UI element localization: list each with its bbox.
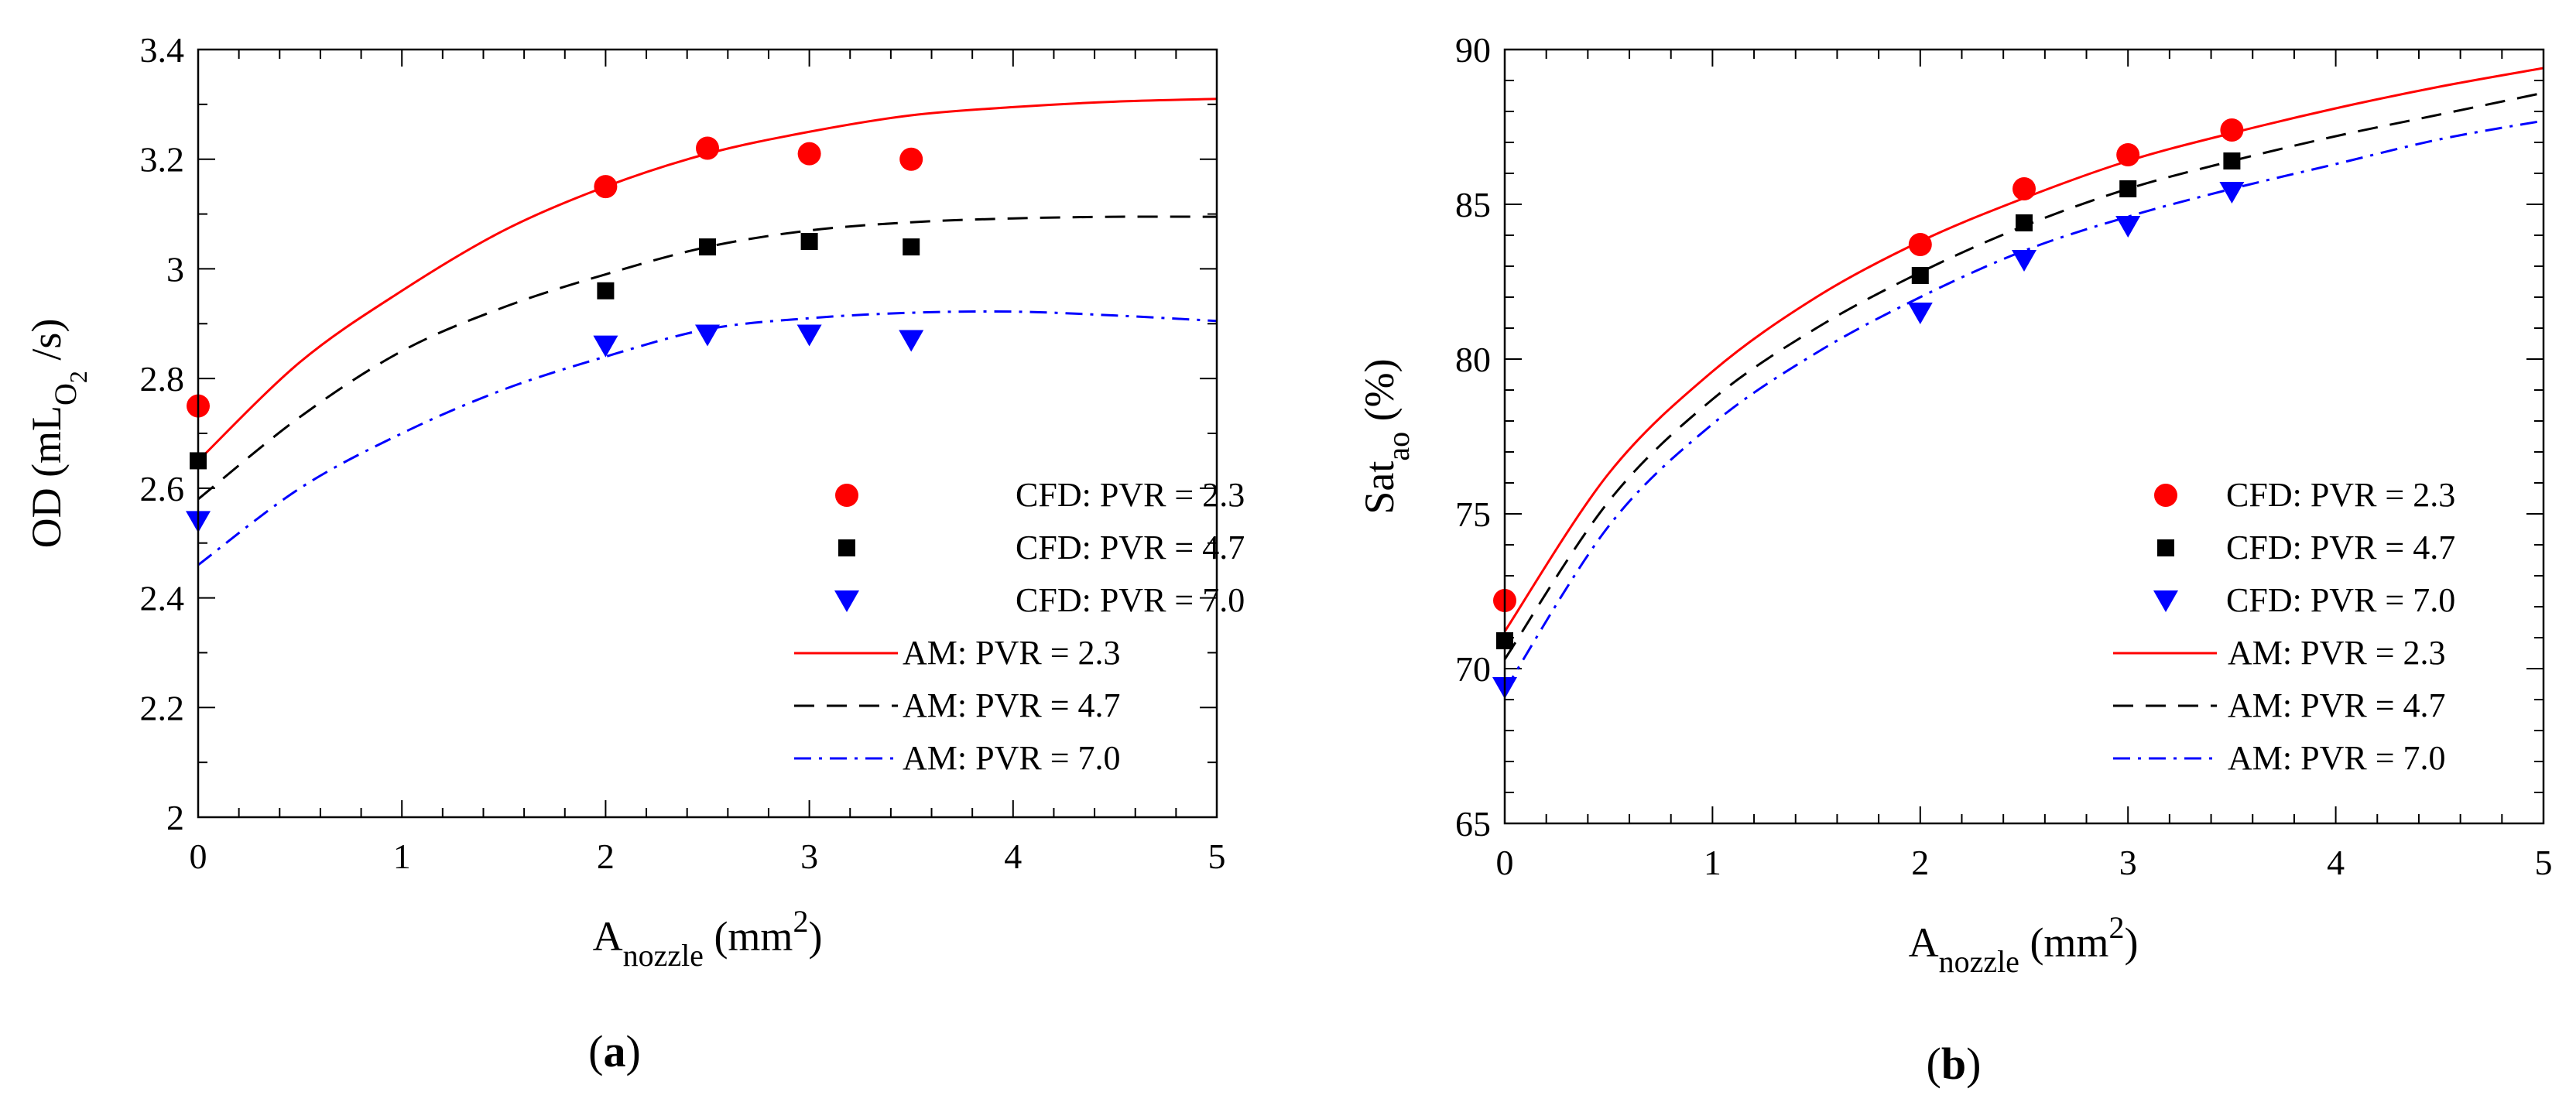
y-axis-label: Satao (%) — [1356, 358, 1416, 514]
y-tick-label: 90 — [1455, 30, 1491, 70]
y-tick-label: 75 — [1455, 495, 1491, 534]
curves — [1505, 67, 2543, 691]
data-point — [796, 324, 822, 347]
data-point — [594, 175, 618, 199]
data-point — [899, 330, 924, 352]
legend-label: CFD: PVR = 7.0 — [2226, 581, 2455, 619]
x-tick-label: 3 — [800, 837, 818, 876]
x-axis-label: Anozzle (mm2) — [593, 904, 823, 973]
legend-label: CFD: PVR = 2.3 — [2226, 476, 2455, 514]
y-tick-label: 3.4 — [140, 30, 185, 70]
panel-label: (a) — [588, 1026, 641, 1076]
legend-label: CFD: PVR = 2.3 — [1016, 476, 1245, 514]
legend-marker — [834, 590, 859, 612]
data-point — [2012, 250, 2036, 272]
plot-frame — [197, 48, 1218, 819]
data-point — [2012, 177, 2036, 200]
y-tick-label: 3.2 — [140, 140, 185, 180]
x-tick-label: 4 — [1004, 837, 1022, 876]
y-tick-label: 70 — [1455, 649, 1491, 689]
data-point — [2119, 180, 2137, 197]
data-point — [1911, 267, 1929, 284]
y-axis-label: OD (mLO2 /s) — [23, 319, 92, 549]
y-tick-label: 3 — [166, 249, 184, 289]
x-tick-label: 0 — [1496, 843, 1514, 882]
plot-frame — [1503, 48, 2545, 825]
data-point — [696, 136, 719, 160]
series-line — [198, 215, 1217, 501]
legend: CFD: PVR = 2.3 CFD: PVR = 4.7 CFD: PVR = 7… — [794, 476, 1245, 777]
legend-marker — [2157, 539, 2174, 556]
legend-label: CFD: PVR = 7.0 — [1016, 581, 1245, 619]
data-point — [2116, 143, 2140, 166]
data-point — [2223, 152, 2241, 169]
legend-marker — [838, 539, 855, 556]
panel-a: 0 1 2 3 4 5 2 2.2 2.4 2.6 2.8 3 3.2 3.4 CFD: PVR = 2.3… — [23, 30, 1245, 1076]
series-line — [1505, 67, 2543, 632]
series-line — [198, 310, 1217, 566]
data-point — [899, 147, 923, 171]
y-tick-label: 65 — [1455, 804, 1491, 844]
series-line — [1505, 119, 2543, 691]
data-point — [797, 142, 821, 166]
legend-label: CFD: PVR = 4.7 — [2226, 529, 2455, 566]
data-point — [1907, 303, 1933, 324]
x-tick-label: 5 — [2535, 843, 2553, 882]
data-point — [699, 238, 716, 256]
data-point — [2220, 118, 2244, 142]
x-tick-label: 1 — [393, 837, 411, 876]
data-point — [695, 324, 720, 347]
legend-marker — [2154, 484, 2177, 507]
legend-marker — [835, 484, 858, 507]
x-tick-label: 5 — [1208, 837, 1226, 876]
panel-label: (b) — [1927, 1039, 1982, 1089]
y-tick-label: 2.4 — [140, 579, 185, 618]
data-point — [593, 335, 618, 358]
y-tick-label: 80 — [1455, 340, 1491, 379]
y-tick-label: 2 — [166, 798, 184, 837]
data-point — [1908, 233, 1932, 256]
legend-label: CFD: PVR = 4.7 — [1016, 529, 1245, 566]
legend-label: AM: PVR = 4.7 — [2228, 686, 2446, 724]
x-tick-label: 2 — [597, 837, 615, 876]
x-tick-label: 0 — [190, 837, 207, 876]
y-tick-label: 2.2 — [140, 688, 185, 727]
legend-label: AM: PVR = 7.0 — [903, 739, 1121, 777]
data-point — [2016, 214, 2033, 231]
series-line — [1505, 91, 2543, 660]
legend-marker — [2153, 590, 2178, 612]
y-tick-label: 85 — [1455, 185, 1491, 224]
data-point — [2115, 216, 2141, 238]
x-axis-label: Anozzle (mm2) — [1909, 910, 2139, 979]
legend: CFD: PVR = 2.3 CFD: PVR = 4.7 CFD: PVR = 7… — [2113, 476, 2455, 777]
legend-label: AM: PVR = 4.7 — [903, 686, 1121, 724]
x-tick-label: 2 — [1911, 843, 1929, 882]
x-tick-label: 4 — [2327, 843, 2345, 882]
data-point — [903, 238, 920, 256]
legend-label: AM: PVR = 2.3 — [2228, 634, 2446, 672]
data-point — [800, 233, 818, 250]
legend-label: AM: PVR = 7.0 — [2228, 739, 2446, 777]
data-point — [597, 282, 615, 299]
x-tick-label: 1 — [1704, 843, 1721, 882]
data-point — [2219, 182, 2245, 204]
x-tick-label: 3 — [2119, 843, 2137, 882]
legend-label: AM: PVR = 2.3 — [903, 634, 1121, 672]
y-tick-label: 2.6 — [140, 469, 185, 508]
y-tick-label: 2.8 — [140, 359, 185, 399]
